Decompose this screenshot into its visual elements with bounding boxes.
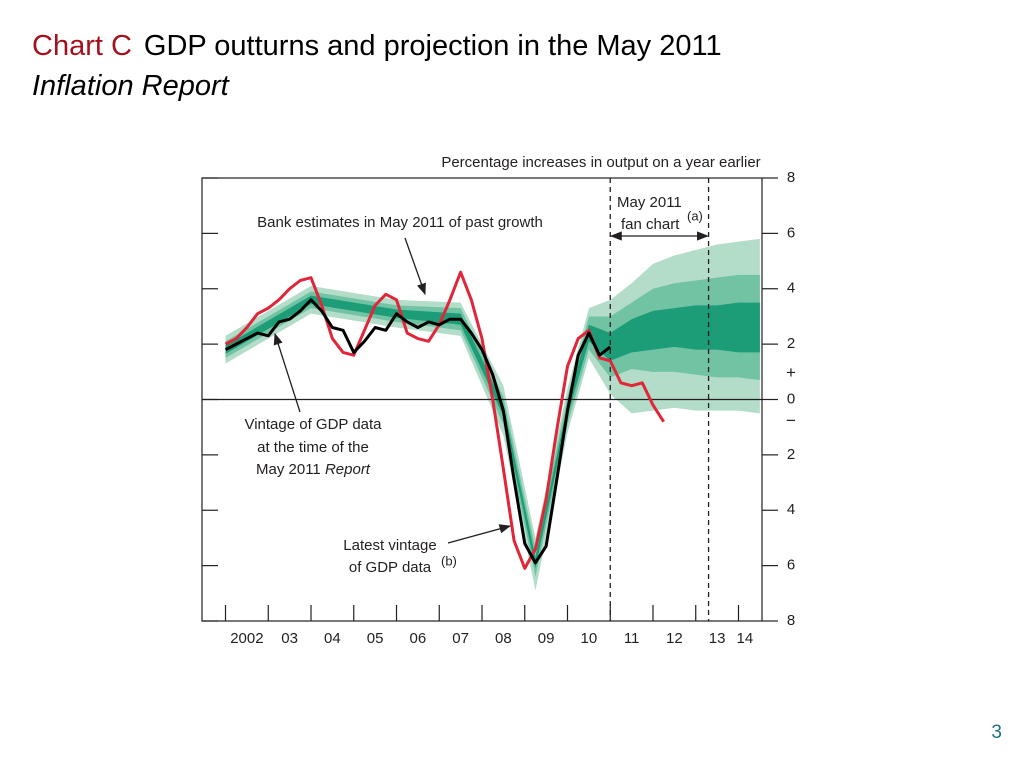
annotation: fan chart [621,216,680,233]
y-tick-label: 8 [787,169,795,186]
x-tick-label: 11 [624,630,640,647]
x-tick-label: 13 [709,630,726,647]
annotation-note: (a) [687,208,703,223]
x-tick-label: 2002 [230,630,263,647]
fan-layer [225,238,760,591]
page-number: 3 [991,722,1002,743]
annotation: May 2011 [617,194,682,211]
annotation: May 2011 Report [256,461,371,478]
y-axis-label: Percentage increases in output on a year… [441,154,760,171]
annotation-arrow [404,237,426,296]
title-italic: Inflation Report [32,70,229,102]
x-tick-label: 05 [367,630,384,647]
x-tick-label: 12 [666,630,683,647]
y-tick-label: 6 [787,224,795,241]
annotation: Vintage of GDP data [244,416,382,433]
x-tick-label: 09 [538,630,555,647]
x-tick-label: 04 [324,630,341,647]
chart-label: Chart C [32,30,132,62]
y-tick-label: 6 [787,557,795,574]
y-tick-label: 4 [787,501,795,518]
annotation: Bank estimates in May 2011 of past growt… [257,214,543,231]
fan-band [225,295,760,569]
x-tick-label: 06 [410,630,427,647]
data-line [224,298,612,565]
x-tick-label: 14 [737,630,754,647]
annotation-arrow [273,332,301,413]
annotation-note: (b) [441,553,457,568]
sign-label: − [786,411,796,430]
x-tick-label: 08 [495,630,512,647]
annotation: Latest vintage [343,537,436,554]
annotation: at the time of the [257,439,369,456]
x-tick-label: 03 [281,630,298,647]
y-tick-label: 0 [787,390,795,407]
annotation-italic: Report [325,461,371,478]
sign-label: + [786,363,796,382]
y-tick-label: 4 [787,280,795,297]
line-layer [224,270,665,570]
y-tick-label: 2 [787,335,795,352]
x-tick-label: 10 [581,630,598,647]
x-tick-label: 07 [452,630,469,647]
title-text: GDP outturns and projection in the May 2… [143,30,722,62]
y-tick-label: 2 [787,446,795,463]
annotation-part: May 2011 [256,461,325,478]
annotation: of GDP data [349,559,432,576]
y-tick-label: 8 [787,612,795,629]
slide-title: Chart C GDP outturns and projection in th… [32,26,722,106]
annotation-arrow [447,524,512,544]
